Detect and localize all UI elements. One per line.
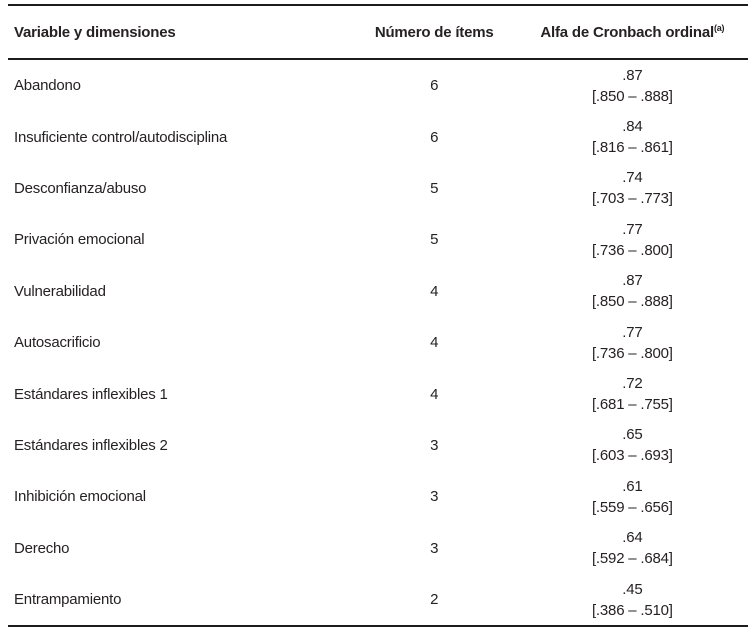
alpha-confidence-interval: [.592 – .684] xyxy=(591,550,673,568)
cell-variable-name: Privación emocional xyxy=(14,231,145,249)
cell-item-count: 2 xyxy=(430,591,439,609)
header-cronbach-alpha-footnote-marker: (a) xyxy=(713,22,725,33)
alpha-value: .77 xyxy=(622,323,643,341)
cell-alpha: .84 [.816 – .861] xyxy=(517,111,748,162)
table-row: Estándares inflexibles 2 3 .65 [.603 – .… xyxy=(8,420,748,471)
cell-item-count: 5 xyxy=(430,231,439,249)
alpha-value: .72 xyxy=(622,375,643,393)
cell-alpha: .77 [.736 – .800] xyxy=(517,317,748,368)
table-header: Variable y dimensiones Número de ítems A… xyxy=(8,5,748,60)
alpha-value: .74 xyxy=(622,169,643,187)
alpha-value: .87 xyxy=(622,272,643,290)
cell-alpha: .64 [.592 – .684] xyxy=(517,523,748,574)
header-number-of-items: Número de ítems xyxy=(351,5,517,60)
alpha-value: .64 xyxy=(622,529,643,547)
alpha-value: .84 xyxy=(622,118,643,136)
cell-item-count: 3 xyxy=(430,488,439,506)
header-variable-dimensions: Variable y dimensiones xyxy=(8,5,352,60)
table-row: Inhibición emocional 3 .61 [.559 – .656] xyxy=(8,471,748,522)
alpha-value: .61 xyxy=(622,477,643,495)
table-row: Abandono 6 .87 [.850 – .888] xyxy=(8,59,748,111)
alpha-confidence-interval: [.386 – .510] xyxy=(591,601,673,619)
table-row: Desconfianza/abuso 5 .74 [.703 – .773] xyxy=(8,163,748,214)
cell-item-count: 4 xyxy=(430,282,439,300)
alpha-confidence-interval: [.816 – .861] xyxy=(591,139,673,157)
alpha-confidence-interval: [.850 – .888] xyxy=(591,87,673,105)
cell-variable-name: Derecho xyxy=(14,539,70,557)
cell-variable-name: Vulnerabilidad xyxy=(14,282,106,300)
table-row: Estándares inflexibles 1 4 .72 [.681 – .… xyxy=(8,368,748,419)
header-row: Variable y dimensiones Número de ítems A… xyxy=(8,5,748,60)
cell-item-count: 3 xyxy=(430,436,439,454)
cell-item-count: 4 xyxy=(430,334,439,352)
alpha-value: .45 xyxy=(622,580,643,598)
cell-alpha: .65 [.603 – .693] xyxy=(517,420,748,471)
cell-variable-name: Inhibición emocional xyxy=(14,488,146,506)
cell-variable-name: Autosacrificio xyxy=(14,334,101,352)
alpha-confidence-interval: [.559 – .656] xyxy=(591,498,673,516)
cell-item-count: 6 xyxy=(430,77,439,95)
cell-alpha: .87 [.850 – .888] xyxy=(517,266,748,317)
alpha-confidence-interval: [.681 – .755] xyxy=(591,396,673,414)
cronbach-alpha-table: Variable y dimensiones Número de ítems A… xyxy=(8,4,748,628)
cell-item-count: 3 xyxy=(430,539,439,557)
alpha-confidence-interval: [.850 – .888] xyxy=(591,293,673,311)
header-cronbach-alpha-label: Alfa de Cronbach ordinal xyxy=(540,23,714,41)
table-row: Autosacrificio 4 .77 [.736 – .800] xyxy=(8,317,748,368)
cell-item-count: 5 xyxy=(430,179,439,197)
table-row: Entrampamiento 2 .45 [.386 – .510] xyxy=(8,574,748,626)
cell-alpha: .72 [.681 – .755] xyxy=(517,368,748,419)
cell-alpha: .77 [.736 – .800] xyxy=(517,214,748,265)
cell-variable-name: Estándares inflexibles 1 xyxy=(14,385,168,403)
table-row: Vulnerabilidad 4 .87 [.850 – .888] xyxy=(8,266,748,317)
table-body: Abandono 6 .87 [.850 – .888] Insuficient… xyxy=(8,59,748,626)
table-row: Insuficiente control/autodisciplina 6 .8… xyxy=(8,111,748,162)
cell-variable-name: Desconfianza/abuso xyxy=(14,179,147,197)
cell-alpha: .87 [.850 – .888] xyxy=(517,59,748,111)
table-row: Derecho 3 .64 [.592 – .684] xyxy=(8,523,748,574)
cell-variable-name: Entrampamiento xyxy=(14,591,122,609)
alpha-confidence-interval: [.603 – .693] xyxy=(591,447,673,465)
cell-variable-name: Abandono xyxy=(14,77,81,95)
alpha-value: .77 xyxy=(622,220,643,238)
header-cronbach-alpha: Alfa de Cronbach ordinal(a) xyxy=(516,5,748,60)
alpha-confidence-interval: [.736 – .800] xyxy=(591,344,673,362)
cell-alpha: .74 [.703 – .773] xyxy=(517,163,748,214)
cell-item-count: 4 xyxy=(430,385,439,403)
alpha-confidence-interval: [.703 – .773] xyxy=(591,190,673,208)
cell-alpha: .45 [.386 – .510] xyxy=(517,574,748,626)
cell-alpha: .61 [.559 – .656] xyxy=(517,471,748,522)
cell-variable-name: Insuficiente control/autodisciplina xyxy=(14,128,228,146)
alpha-value: .65 xyxy=(622,426,643,444)
alpha-confidence-interval: [.736 – .800] xyxy=(591,241,673,259)
cell-variable-name: Estándares inflexibles 2 xyxy=(14,436,168,454)
cell-item-count: 6 xyxy=(430,128,439,146)
alpha-value: .87 xyxy=(622,66,643,84)
table-row: Privación emocional 5 .77 [.736 – .800] xyxy=(8,214,748,265)
